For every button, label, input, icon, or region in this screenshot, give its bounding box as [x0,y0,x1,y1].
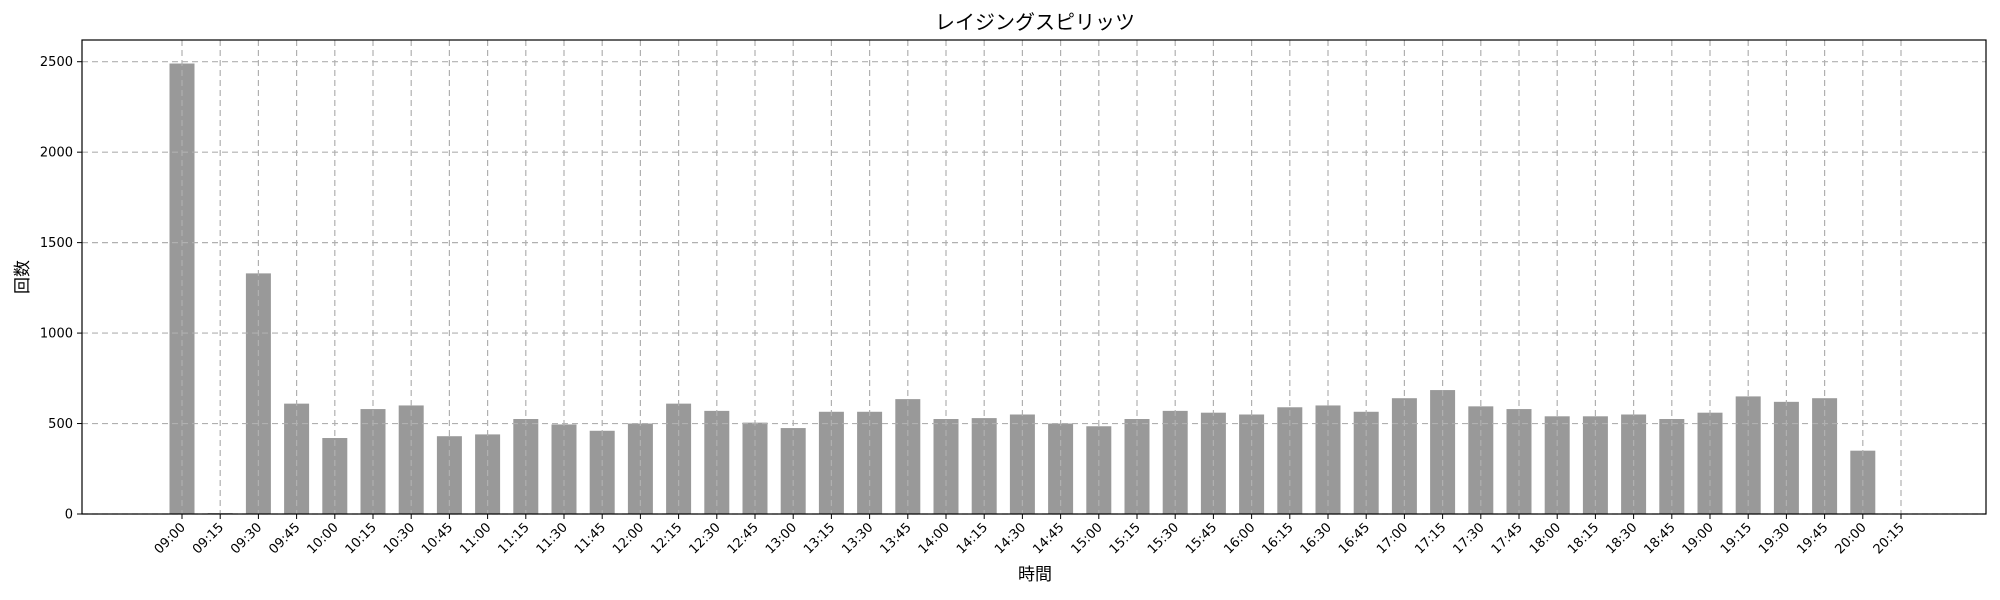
bar [895,399,921,514]
x-tick-label: 18:00 [1527,520,1564,557]
x-tick-label: 15:15 [1107,520,1144,557]
x-tick-label: 17:45 [1489,520,1526,557]
x-axis: 09:00 09:15 09:30 09:45 10:00 10:15 10:30 10:45… [152,514,1908,557]
x-tick-label: 16:45 [1336,520,1373,557]
x-tick-label: 16:30 [1298,520,1335,557]
x-tick-label: 19:30 [1756,520,1793,557]
x-tick-label: 20:15 [1871,520,1908,557]
x-tick-label: 10:00 [305,520,342,557]
x-tick-label: 11:00 [457,520,494,557]
x-tick-label: 18:45 [1642,520,1679,557]
y-tick-label: 2000 [40,146,73,161]
x-tick-label: 17:15 [1412,520,1449,557]
x-tick-label: 13:15 [801,520,838,557]
y-tick-label: 0 [65,508,73,523]
bar [1773,401,1799,514]
x-tick-label: 17:00 [1374,520,1411,557]
bar [551,424,577,514]
y-tick-label: 1000 [40,327,73,342]
x-tick-label: 18:15 [1565,520,1602,557]
plot-frame [81,39,1987,515]
x-tick-label: 10:45 [419,520,456,557]
x-tick-label: 15:30 [1145,520,1182,557]
x-tick-label: 12:30 [687,520,724,557]
x-tick-label: 11:15 [496,520,533,557]
x-tick-label: 19:00 [1680,520,1717,557]
x-tick-label: 12:45 [725,520,762,557]
x-tick-label: 10:30 [381,520,418,557]
y-axis: 0 500 1000 1500 2000 2500 [40,55,82,523]
x-tick-label: 20:00 [1833,520,1870,557]
x-tick-label: 14:00 [916,520,953,557]
y-tick-label: 500 [48,417,73,432]
x-tick-label: 14:30 [992,520,1029,557]
x-tick-label: 14:15 [954,520,991,557]
x-tick-label: 11:30 [534,520,571,557]
x-tick-label: 14:45 [1030,520,1067,557]
x-tick-label: 09:30 [228,520,265,557]
x-tick-label: 13:00 [763,520,800,557]
x-tick-label: 12:15 [648,520,685,557]
x-tick-label: 15:00 [1069,520,1106,557]
x-tick-label: 12:00 [610,520,647,557]
bar [627,423,653,514]
x-tick-label: 13:45 [878,520,915,557]
x-tick-label: 10:15 [343,520,380,557]
x-tick-label: 09:00 [152,520,189,557]
x-tick-label: 16:00 [1221,520,1258,557]
x-tick-label: 19:15 [1718,520,1755,557]
x-tick-label: 09:15 [190,520,227,557]
bar [742,422,768,514]
x-tick-label: 09:45 [266,520,303,557]
y-axis-title: 回数 [13,260,33,294]
x-tick-label: 13:30 [839,520,876,557]
x-tick-label: 18:30 [1603,520,1640,557]
x-tick-label: 19:45 [1794,520,1831,557]
bar [169,63,195,515]
chart-title: レイジングスピリッツ [935,10,1135,34]
y-tick-label: 2500 [40,55,73,70]
x-tick-label: 17:30 [1451,520,1488,557]
x-tick-label: 16:15 [1260,520,1297,557]
x-tick-label: 11:45 [572,520,609,557]
y-tick-label: 1500 [40,236,73,251]
x-axis-title: 時間 [1018,565,1052,585]
x-tick-label: 15:45 [1183,520,1220,557]
bar [1048,423,1074,514]
